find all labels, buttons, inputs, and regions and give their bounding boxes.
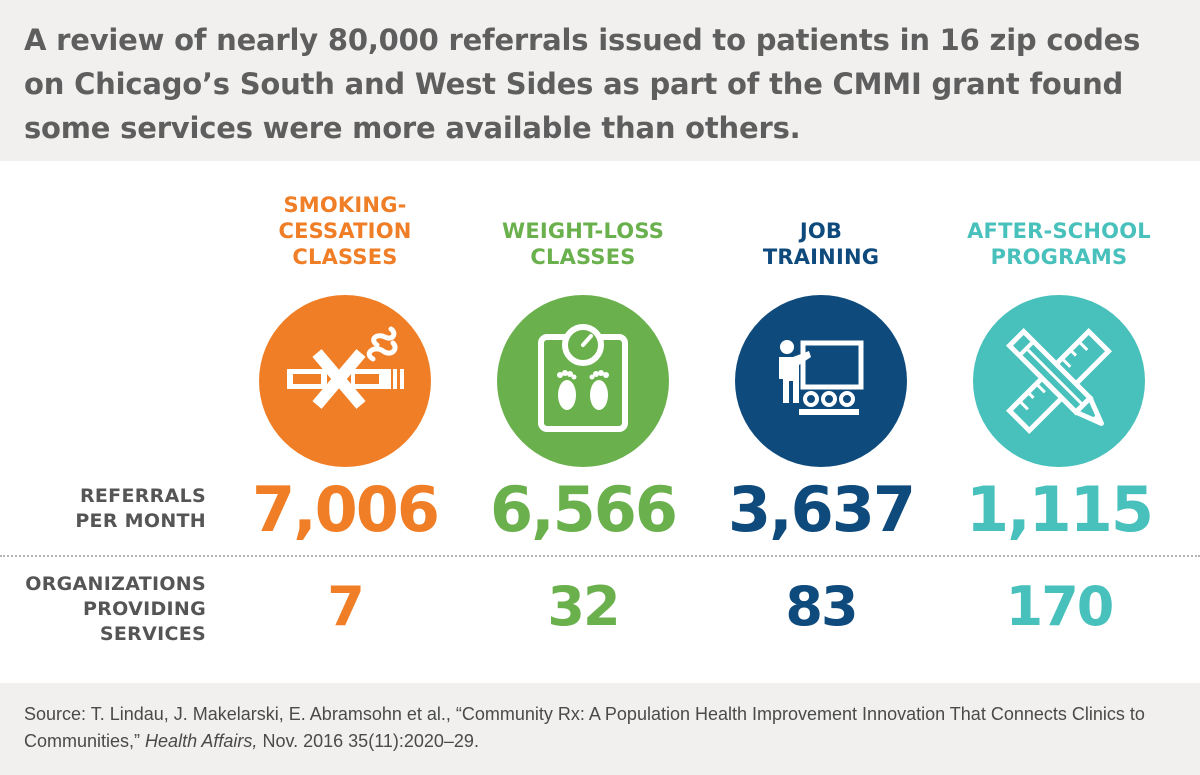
- source-text: Source: T. Lindau, J. Makelarski, E. Abr…: [24, 704, 1145, 751]
- referrals-after-school-value: 1,115: [965, 473, 1154, 546]
- scale-icon: [497, 295, 669, 467]
- referrals-smoking-value: 7,006: [251, 473, 440, 546]
- source-date: Nov. 2016 35(11):2020–29.: [262, 731, 479, 751]
- row-label-referrals: REFERRALS PER MONTH: [75, 485, 206, 532]
- organizations-smoking-value: 7: [327, 575, 365, 638]
- pencil-ruler-icon: [973, 295, 1145, 467]
- no-smoking-icon: [259, 295, 431, 467]
- column-title-after-school: AFTER-SCHOOL PROGRAMS: [967, 219, 1151, 269]
- headline: A review of nearly 80,000 referrals issu…: [24, 23, 1141, 145]
- presentation-icon: [735, 295, 907, 467]
- source-journal: Health Affairs,: [145, 731, 258, 751]
- row-divider: [0, 555, 1200, 557]
- organizations-after-school-value: 170: [1005, 575, 1115, 638]
- column-title-smoking: SMOKING- CESSATION CLASSES: [278, 193, 412, 269]
- organizations-job-training-value: 83: [785, 575, 858, 638]
- column-title-job-training: JOB TRAINING: [762, 219, 880, 269]
- organizations-weight-loss-value: 32: [547, 575, 620, 638]
- row-label-organizations: ORGANIZATIONS PROVIDING SERVICES: [25, 573, 206, 645]
- referrals-weight-loss-value: 6,566: [489, 473, 678, 546]
- referrals-job-training-value: 3,637: [727, 473, 916, 546]
- column-title-weight-loss: WEIGHT-LOSS CLASSES: [501, 219, 665, 269]
- header-panel: A review of nearly 80,000 referrals issu…: [0, 0, 1200, 161]
- source-footer: Source: T. Lindau, J. Makelarski, E. Abr…: [0, 683, 1200, 775]
